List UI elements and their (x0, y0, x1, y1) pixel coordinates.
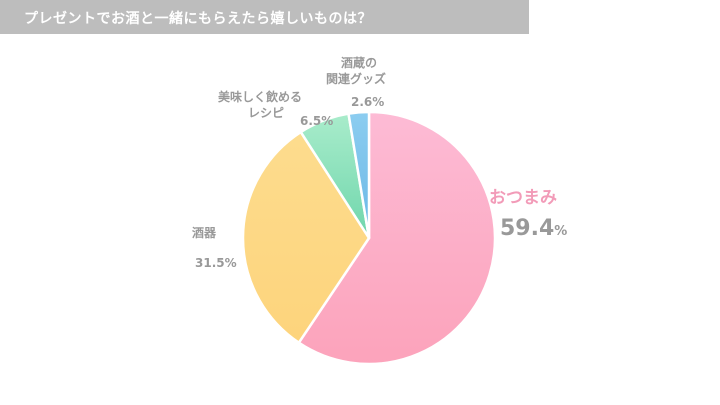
label-otsumami-percent: 59.4% (500, 216, 567, 241)
chart-title: プレゼントでお酒と一緒にもらえたら嬉しいものは？ (24, 11, 372, 27)
chart-title-bar: プレゼントでお酒と一緒にもらえたら嬉しいものは？ (0, 0, 529, 34)
slice-otsumami (297, 110, 497, 366)
label-recipe-name-line1: 美味しく飲める (218, 90, 303, 104)
slice-goods (347, 110, 371, 240)
label-recipe-name-line2: レシピ (248, 106, 285, 120)
label-goods-name-line1: 酒蔵の (341, 56, 378, 70)
label-shuki-name: 酒器 (192, 226, 217, 240)
slice-shuki (241, 130, 371, 344)
label-otsumami-unit: % (554, 224, 568, 239)
label-otsumami-value: 59.4 (500, 216, 555, 241)
label-recipe-percent: 6.5% (300, 114, 334, 128)
label-goods-name-line2: 関連グッズ (326, 72, 387, 86)
label-otsumami-name: おつまみ (489, 188, 557, 208)
label-goods-percent: 2.6% (351, 95, 385, 109)
label-shuki-percent: 31.5% (195, 256, 237, 270)
